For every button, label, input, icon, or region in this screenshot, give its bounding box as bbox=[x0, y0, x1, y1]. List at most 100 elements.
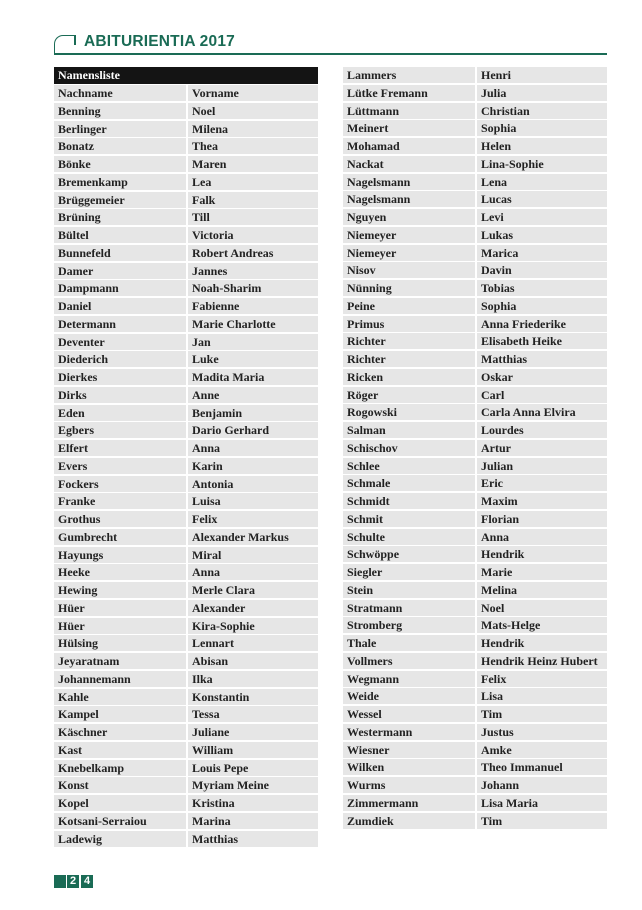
first-name-cell: Lennart bbox=[188, 635, 318, 652]
first-name-cell: Tobias bbox=[477, 280, 607, 296]
first-name-cell: Oskar bbox=[477, 368, 607, 385]
last-name-cell: Brüning bbox=[54, 209, 186, 226]
first-name-cell: Konstantin bbox=[188, 688, 318, 705]
first-name-cell: Miral bbox=[188, 546, 318, 563]
table-row: Schwöppe Hendrik bbox=[343, 546, 607, 563]
first-name-cell: Felix bbox=[188, 511, 318, 527]
last-name-cell: Käschner bbox=[54, 724, 186, 740]
table-row: Kotsani-Serraiou Marina bbox=[54, 812, 318, 829]
table-row: Schulte Anna bbox=[343, 528, 607, 545]
table-row: Daniel Fabienne bbox=[54, 298, 318, 314]
last-name-cell: Knebelkamp bbox=[54, 759, 186, 776]
last-name-cell: Lammers bbox=[343, 67, 475, 83]
last-name-cell: Schwöppe bbox=[343, 546, 475, 563]
table-row: Stein Melina bbox=[343, 581, 607, 598]
last-name-cell: Nackat bbox=[343, 155, 475, 172]
first-name-cell: Abisan bbox=[188, 653, 318, 669]
first-name-cell: Alexander Markus bbox=[188, 528, 318, 545]
table-row: Benning Noel bbox=[54, 102, 318, 119]
table-row: Brüggemeier Falk bbox=[54, 191, 318, 208]
table-row: Kahle Konstantin bbox=[54, 688, 318, 705]
last-name-cell: Kotsani-Serraiou bbox=[54, 812, 186, 829]
first-name-cell: Jannes bbox=[188, 262, 318, 279]
first-name-cell: Hendrik bbox=[477, 635, 607, 651]
first-name-cell: Christian bbox=[477, 102, 607, 119]
table-row: Salman Lourdes bbox=[343, 422, 607, 438]
first-name-cell: Levi bbox=[477, 209, 607, 225]
table-row: Westermann Justus bbox=[343, 723, 607, 740]
table-row: Bültel Victoria bbox=[54, 227, 318, 243]
last-name-cell: Kopel bbox=[54, 795, 186, 811]
last-name-cell: Thale bbox=[343, 635, 475, 651]
table-row: Damer Jannes bbox=[54, 262, 318, 279]
first-name-cell: Julian bbox=[477, 457, 607, 474]
last-name-cell: Schmit bbox=[343, 510, 475, 527]
last-name-cell: Evers bbox=[54, 457, 186, 474]
first-name-cell: Noel bbox=[188, 102, 318, 119]
first-name-cell: Anna Friederike bbox=[477, 315, 607, 332]
table-row: Hüer Kira-Sophie bbox=[54, 617, 318, 634]
table-row: Evers Karin bbox=[54, 457, 318, 474]
name-table-right: Lammers Henri Lütke Fremann Julia Lüttmann Ch… bbox=[343, 67, 607, 830]
table-row: Franke Luisa bbox=[54, 493, 318, 510]
last-name-cell: Nisov bbox=[343, 262, 475, 279]
last-name-cell: Benning bbox=[54, 102, 186, 119]
table-row: Weide Lisa bbox=[343, 688, 607, 705]
first-name-cell: Lisa Maria bbox=[477, 794, 607, 811]
first-name-cell: Justus bbox=[477, 723, 607, 740]
table-row: Elfert Anna bbox=[54, 440, 318, 456]
first-name-cell: Helen bbox=[477, 138, 607, 154]
table-row: Kopel Kristina bbox=[54, 795, 318, 811]
first-name-cell: Jan bbox=[188, 333, 318, 350]
first-name-cell: Julia bbox=[477, 84, 607, 101]
first-name-cell: Davin bbox=[477, 262, 607, 279]
header-rule bbox=[54, 53, 607, 55]
first-name-cell: Carla Anna Elvira bbox=[477, 404, 607, 421]
first-name-cell: Falk bbox=[188, 191, 318, 208]
last-name-cell: Kampel bbox=[54, 706, 186, 723]
first-name-cell: Melina bbox=[477, 581, 607, 598]
first-name-cell: Luisa bbox=[188, 493, 318, 510]
last-name-cell: Brüggemeier bbox=[54, 191, 186, 208]
first-name-cell: Lina-Sophie bbox=[477, 155, 607, 172]
first-name-cell: Marie bbox=[477, 564, 607, 580]
first-name-cell: Mats-Helge bbox=[477, 617, 607, 634]
table-row: Nguyen Levi bbox=[343, 209, 607, 225]
table-row: Bönke Maren bbox=[54, 156, 318, 172]
first-name-cell: Maren bbox=[188, 156, 318, 172]
first-name-cell: Eric bbox=[477, 475, 607, 492]
last-name-cell: Lütke Fremann bbox=[343, 84, 475, 101]
header-bracket-tick bbox=[74, 35, 76, 45]
table-row: Zumdiek Tim bbox=[343, 812, 607, 829]
first-name-cell: Felix bbox=[477, 670, 607, 687]
last-name-cell: Wilken bbox=[343, 759, 475, 776]
first-name-cell: Robert Andreas bbox=[188, 244, 318, 261]
last-name-cell: Hewing bbox=[54, 582, 186, 598]
first-name-cell: Anna bbox=[188, 440, 318, 456]
page-number-digit: 4 bbox=[81, 875, 93, 888]
last-name-cell: Franke bbox=[54, 493, 186, 510]
last-name-cell: Stratmann bbox=[343, 599, 475, 616]
table-row: Johannemann Ilka bbox=[54, 670, 318, 687]
table-row: Nagelsmann Lena bbox=[343, 173, 607, 190]
table-row: Richter Elisabeth Heike bbox=[343, 333, 607, 350]
last-name-cell: Westermann bbox=[343, 723, 475, 740]
first-name-cell: Antonia bbox=[188, 475, 318, 492]
table-row: Hüer Alexander bbox=[54, 599, 318, 616]
table-row: Egbers Dario Gerhard bbox=[54, 422, 318, 439]
table-row: Mohamad Helen bbox=[343, 138, 607, 154]
first-name-cell: Dario Gerhard bbox=[188, 422, 318, 439]
last-name-cell: Eden bbox=[54, 404, 186, 421]
table-row: Fockers Antonia bbox=[54, 475, 318, 492]
table-row: Berlinger Milena bbox=[54, 120, 318, 137]
first-name-cell: William bbox=[188, 741, 318, 758]
table-row: Stromberg Mats-Helge bbox=[343, 617, 607, 634]
last-name-cell: Schmale bbox=[343, 475, 475, 492]
last-name-cell: Berlinger bbox=[54, 120, 186, 137]
table-row: Rogowski Carla Anna Elvira bbox=[343, 404, 607, 421]
first-name-cell: Luke bbox=[188, 351, 318, 368]
table-row: Determann Marie Charlotte bbox=[54, 315, 318, 332]
last-name-cell: Niemeyer bbox=[343, 226, 475, 243]
last-name-cell: Diederich bbox=[54, 351, 186, 368]
table-row: Lüttmann Christian bbox=[343, 102, 607, 119]
